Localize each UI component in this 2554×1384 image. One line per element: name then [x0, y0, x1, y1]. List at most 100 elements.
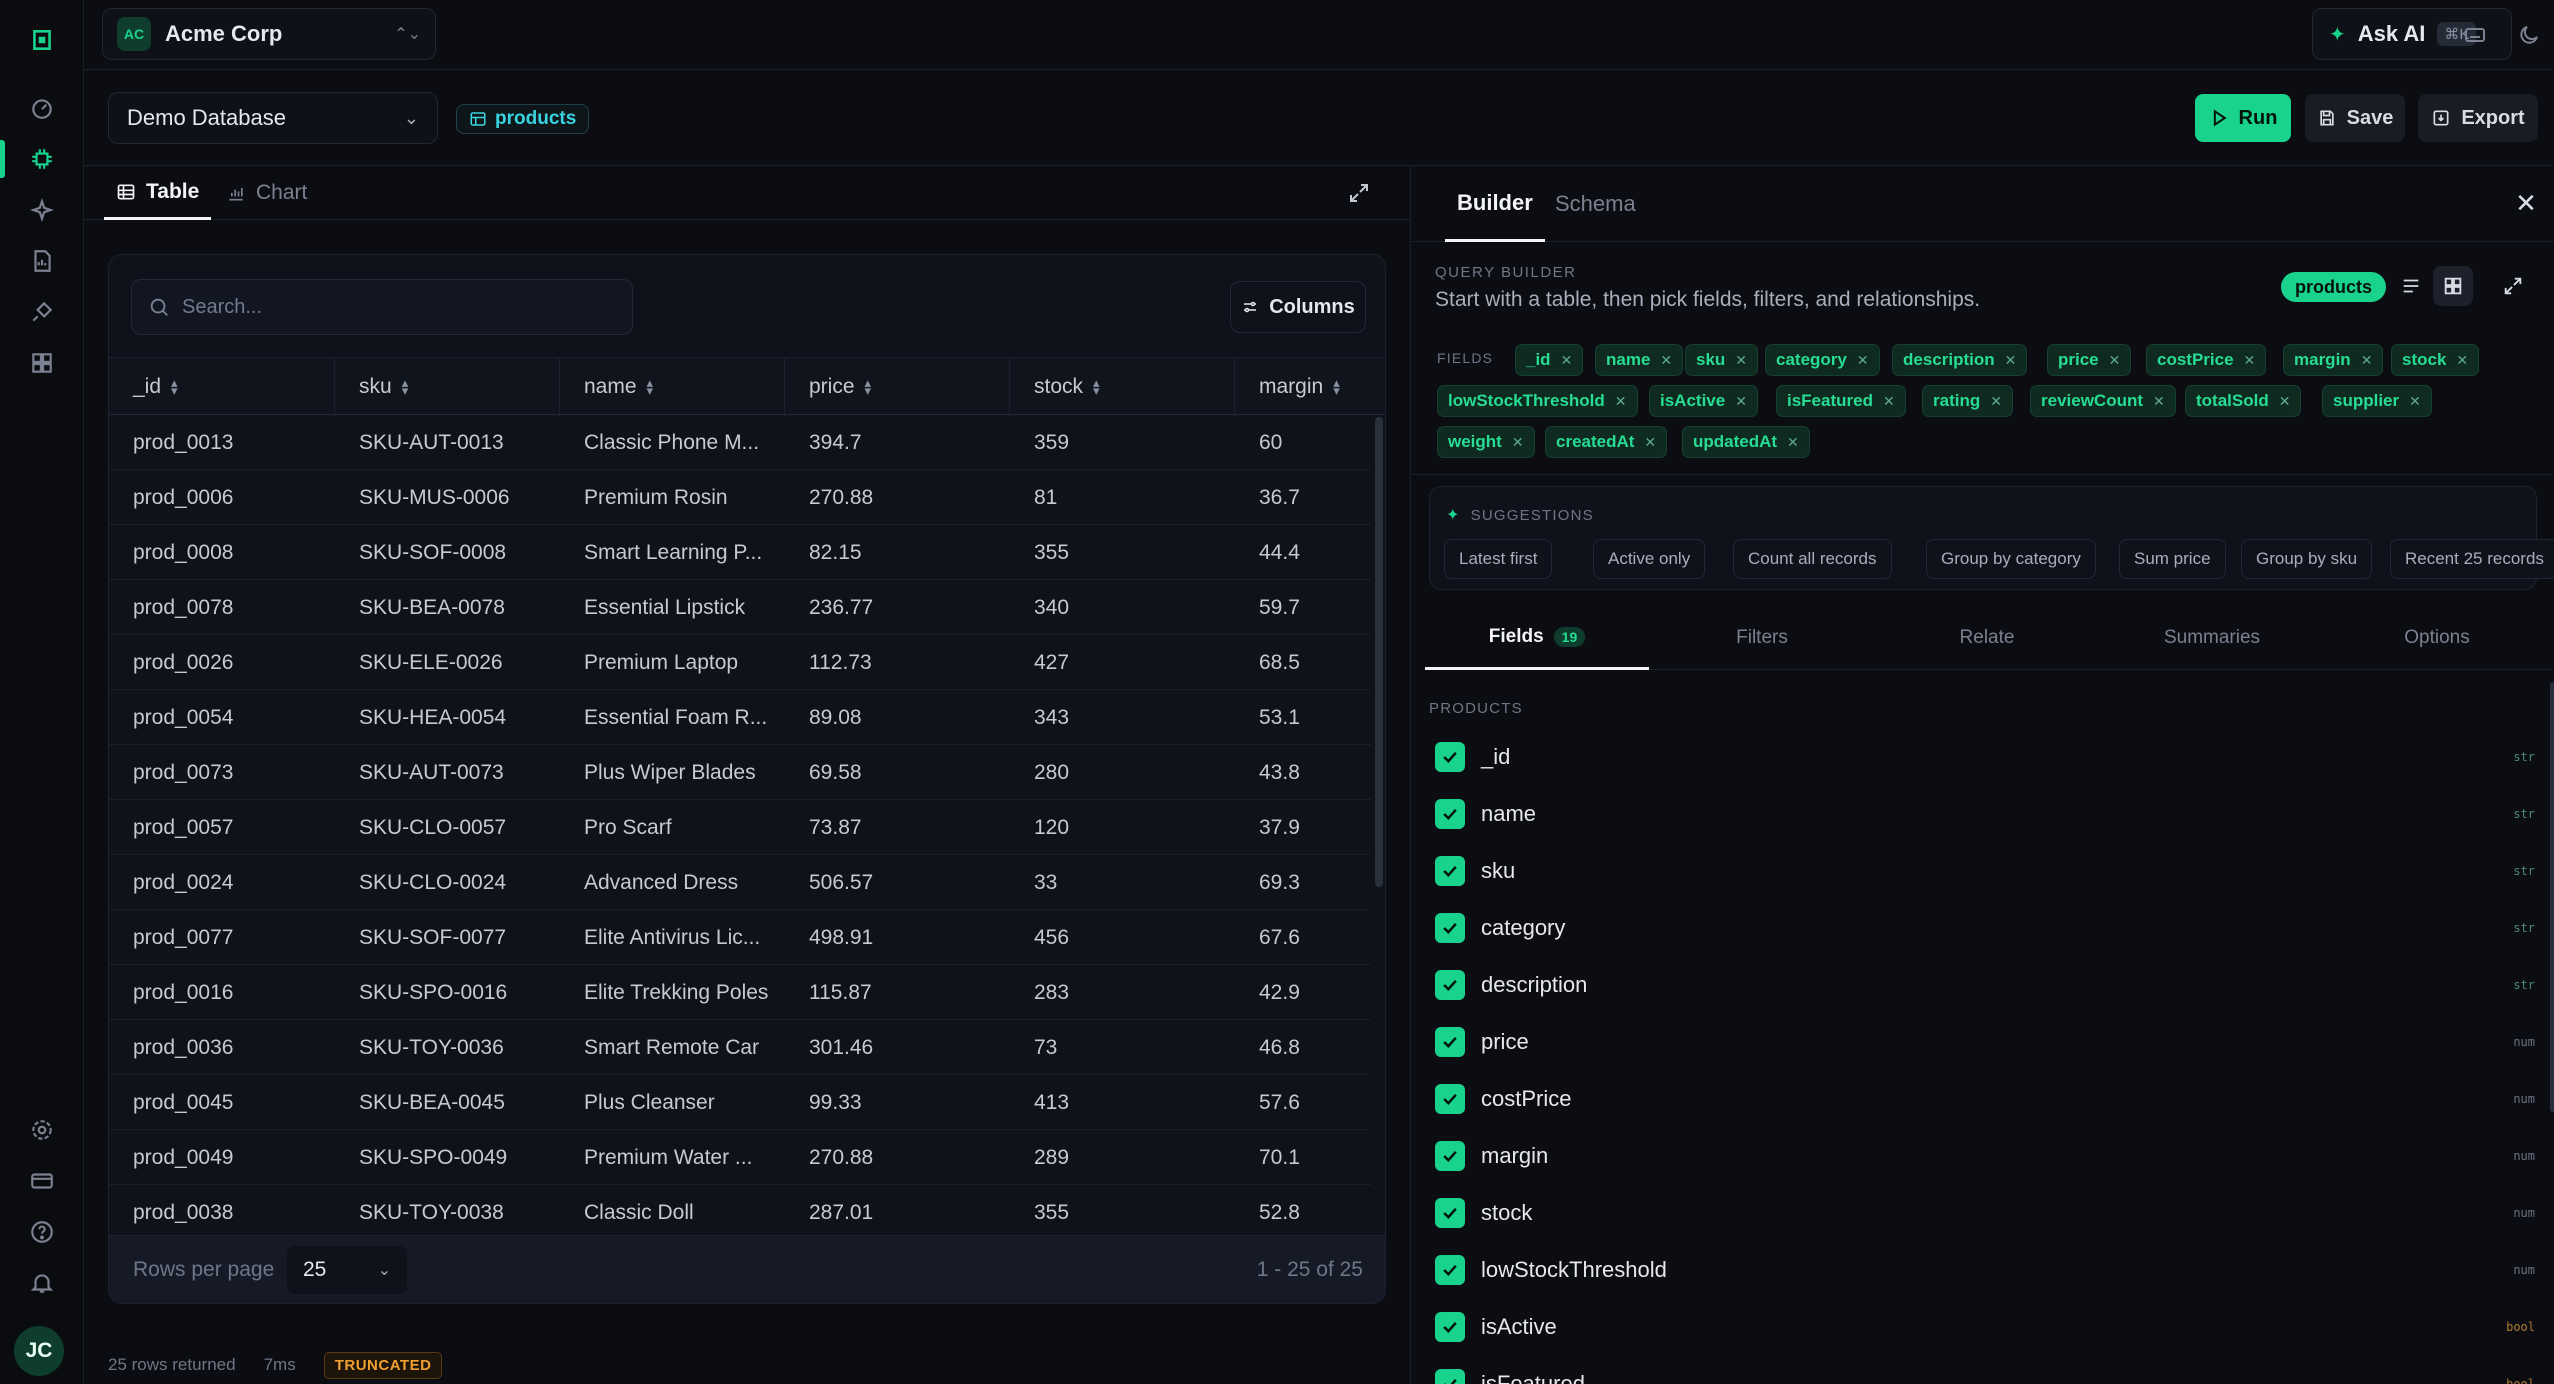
field-row[interactable]: lowStockThreshold num	[1425, 1241, 2541, 1298]
field-chip[interactable]: totalSold ✕	[2185, 385, 2302, 417]
grid-view-icon[interactable]	[2433, 266, 2473, 306]
field-chip[interactable]: isActive ✕	[1649, 385, 1758, 417]
checkbox-checked-icon[interactable]	[1435, 969, 1465, 1000]
remove-chip-icon[interactable]: ✕	[2108, 351, 2121, 368]
column-header-sku[interactable]: sku ▴ ▾	[335, 358, 560, 416]
remove-chip-icon[interactable]: ✕	[2004, 351, 2017, 368]
field-row[interactable]: price num	[1425, 1013, 2541, 1070]
close-icon[interactable]: ✕	[2515, 187, 2537, 218]
remove-chip-icon[interactable]: ✕	[1735, 351, 1748, 368]
user-avatar[interactable]: JC	[14, 1326, 64, 1376]
checkbox-checked-icon[interactable]	[1435, 1140, 1465, 1171]
theme-moon-icon[interactable]	[2512, 18, 2546, 52]
field-chip[interactable]: stock ✕	[2391, 344, 2480, 376]
field-row[interactable]: description str	[1425, 956, 2541, 1013]
suggestion-button[interactable]: Group by sku	[2241, 539, 2373, 579]
remove-chip-icon[interactable]: ✕	[1560, 351, 1573, 368]
subtab-relate[interactable]: Relate	[1875, 606, 2099, 670]
field-chip[interactable]: _id ✕	[1515, 344, 1584, 376]
suggestion-button[interactable]: Active only	[1593, 539, 1706, 579]
selected-table-pill[interactable]: products	[2281, 272, 2387, 302]
field-row[interactable]: _id str	[1425, 728, 2541, 785]
subtab-summaries[interactable]: Summaries	[2100, 606, 2324, 670]
table-chip[interactable]: products	[456, 104, 590, 134]
org-switcher[interactable]: AC Acme Corp ⌃⌄	[102, 8, 436, 60]
export-button[interactable]: Export	[2418, 94, 2538, 142]
reports-icon[interactable]	[22, 241, 62, 281]
panel-scrollbar[interactable]	[2550, 682, 2554, 1112]
remove-chip-icon[interactable]: ✕	[1614, 392, 1627, 409]
checkbox-checked-icon[interactable]	[1435, 1254, 1465, 1285]
notifications-bell-icon[interactable]	[22, 1263, 62, 1303]
expand-icon[interactable]	[1344, 178, 1374, 208]
field-chip[interactable]: rating ✕	[1922, 385, 2013, 417]
table-scrollbar[interactable]	[1375, 417, 1383, 1235]
list-view-icon[interactable]	[2391, 266, 2431, 306]
tab-table[interactable]: Table	[104, 166, 212, 220]
field-chip[interactable]: costPrice ✕	[2146, 344, 2267, 376]
field-chip[interactable]: category ✕	[1765, 344, 1880, 376]
suggestion-button[interactable]: Sum price	[2119, 539, 2226, 579]
checkbox-checked-icon[interactable]	[1435, 1368, 1465, 1384]
column-header-margin[interactable]: margin ▴ ▾	[1235, 358, 1385, 416]
billing-card-icon[interactable]	[22, 1161, 62, 1201]
remove-chip-icon[interactable]: ✕	[2243, 351, 2256, 368]
table-row[interactable]: prod_0024 SKU-CLO-0024 Advanced Dress 506.5…	[109, 855, 1371, 910]
remove-chip-icon[interactable]: ✕	[1856, 351, 1869, 368]
table-row[interactable]: prod_0013 SKU-AUT-0013 Classic Phone M... 3…	[109, 415, 1371, 470]
field-chip[interactable]: updatedAt ✕	[1682, 426, 1810, 458]
table-row[interactable]: prod_0026 SKU-ELE-0026 Premium Laptop 112.7…	[109, 635, 1371, 690]
remove-chip-icon[interactable]: ✕	[1660, 351, 1673, 368]
remove-chip-icon[interactable]: ✕	[1735, 392, 1747, 409]
keyboard-icon[interactable]	[2458, 18, 2492, 52]
checkbox-checked-icon[interactable]	[1435, 1311, 1465, 1342]
suggestion-button[interactable]: Group by category	[1926, 539, 2096, 579]
checkbox-checked-icon[interactable]	[1435, 1083, 1465, 1114]
field-row[interactable]: sku str	[1425, 842, 2541, 899]
field-chip[interactable]: margin ✕	[2283, 344, 2384, 376]
ask-ai-button[interactable]: ✦ Ask AI ⌘K	[2312, 8, 2512, 60]
remove-chip-icon[interactable]: ✕	[1644, 433, 1657, 450]
column-header-name[interactable]: name ▴ ▾	[560, 358, 785, 416]
subtab-options[interactable]: Options	[2325, 606, 2549, 670]
table-row[interactable]: prod_0049 SKU-SPO-0049 Premium Water ... 27…	[109, 1130, 1371, 1185]
field-chip[interactable]: price ✕	[2047, 344, 2132, 376]
checkbox-checked-icon[interactable]	[1435, 1026, 1465, 1057]
table-row[interactable]: prod_0077 SKU-SOF-0077 Elite Antivirus Lic…	[109, 910, 1371, 965]
field-row[interactable]: name str	[1425, 785, 2541, 842]
columns-button[interactable]: Columns	[1230, 281, 1366, 333]
ai-sparkle-icon[interactable]	[22, 190, 62, 230]
field-row[interactable]: stock num	[1425, 1184, 2541, 1241]
suggestion-button[interactable]: Recent 25 records	[2390, 539, 2554, 579]
expand-icon[interactable]	[2493, 266, 2533, 306]
subtab-filters[interactable]: Filters	[1650, 606, 1874, 670]
remove-chip-icon[interactable]: ✕	[2153, 392, 2165, 409]
integrations-plug-icon[interactable]	[22, 292, 62, 332]
database-select[interactable]: Demo Database ⌄	[108, 92, 438, 144]
settings-gear-icon[interactable]	[22, 1110, 62, 1150]
field-row[interactable]: category str	[1425, 899, 2541, 956]
checkbox-checked-icon[interactable]	[1435, 855, 1465, 886]
app-logo-icon[interactable]	[20, 18, 64, 62]
tab-chart[interactable]: Chart	[216, 166, 317, 220]
remove-chip-icon[interactable]: ✕	[2409, 392, 2421, 409]
checkbox-checked-icon[interactable]	[1435, 1197, 1465, 1228]
field-chip[interactable]: createdAt ✕	[1545, 426, 1668, 458]
table-row[interactable]: prod_0036 SKU-TOY-0036 Smart Remote Car 301…	[109, 1020, 1371, 1075]
dashboard-icon[interactable]	[22, 88, 62, 128]
checkbox-checked-icon[interactable]	[1435, 798, 1465, 829]
table-row[interactable]: prod_0073 SKU-AUT-0073 Plus Wiper Blades 69…	[109, 745, 1371, 800]
checkbox-checked-icon[interactable]	[1435, 912, 1465, 943]
column-header-price[interactable]: price ▴ ▾	[785, 358, 1010, 416]
remove-chip-icon[interactable]: ✕	[1787, 433, 1799, 450]
field-chip[interactable]: sku ✕	[1685, 344, 1759, 376]
column-header-stock[interactable]: stock ▴ ▾	[1010, 358, 1235, 416]
field-chip[interactable]: description ✕	[1892, 344, 2028, 376]
remove-chip-icon[interactable]: ✕	[1511, 433, 1524, 450]
suggestion-button[interactable]: Count all records	[1733, 539, 1892, 579]
field-chip[interactable]: supplier ✕	[2322, 385, 2432, 417]
field-chip[interactable]: reviewCount ✕	[2030, 385, 2176, 417]
field-row[interactable]: costPrice num	[1425, 1070, 2541, 1127]
field-row[interactable]: isFeatured bool	[1425, 1355, 2541, 1384]
rows-per-page-select[interactable]: 25 ⌄	[287, 1246, 407, 1294]
